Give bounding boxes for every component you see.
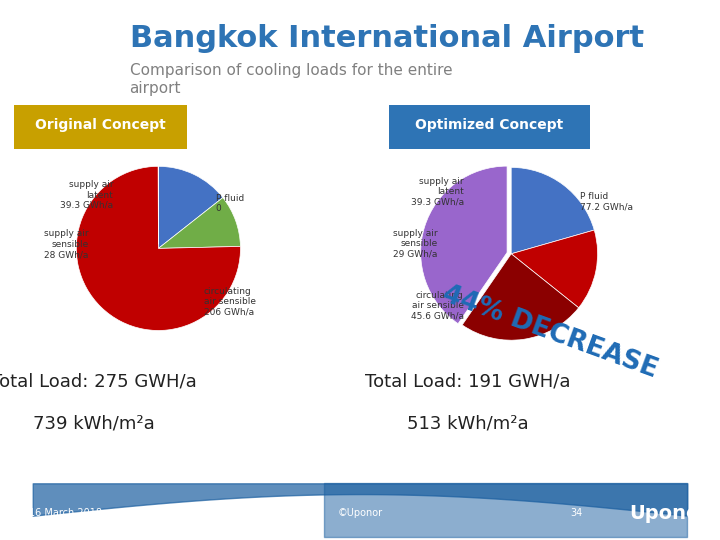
Text: P fluid
77.2 GWh/a: P fluid 77.2 GWh/a [580,192,634,212]
Text: Optimized Concept: Optimized Concept [415,118,564,132]
FancyBboxPatch shape [14,105,187,148]
Wedge shape [511,167,594,254]
Wedge shape [420,166,507,323]
Text: Original Concept: Original Concept [35,118,166,132]
Text: 513 kWh/m²a: 513 kWh/m²a [408,414,528,433]
Text: ©Uponor: ©Uponor [338,508,382,518]
Wedge shape [511,230,598,308]
Text: Total Load: 191 GWH/a: Total Load: 191 GWH/a [365,373,571,391]
Text: supply air
latent
39.3 GWh/a: supply air latent 39.3 GWh/a [60,180,113,210]
Text: 739 kWh/m²a: 739 kWh/m²a [32,414,155,433]
Text: circulating
air sensible
206 GWh/a: circulating air sensible 206 GWh/a [204,287,256,316]
Text: Uponor: Uponor [629,504,710,523]
Text: supply air
latent
39.3 GWh/a: supply air latent 39.3 GWh/a [410,177,464,206]
Wedge shape [158,166,223,248]
FancyBboxPatch shape [389,105,590,148]
Text: Comparison of cooling loads for the entire
airport: Comparison of cooling loads for the enti… [130,63,452,96]
Wedge shape [158,198,240,248]
Text: Bangkok International Airport: Bangkok International Airport [130,24,644,53]
Text: Total Load: 275 GWH/a: Total Load: 275 GWH/a [0,373,197,391]
Text: 34: 34 [570,508,582,518]
Text: supply air
sensible
29 GWh/a: supply air sensible 29 GWh/a [393,228,438,258]
Text: P fluid
0: P fluid 0 [216,193,244,213]
Wedge shape [76,166,240,330]
Text: supply air
sensible
28 GWh/a: supply air sensible 28 GWh/a [44,230,89,259]
Text: circulating
air sensible
45.6 GWh/a: circulating air sensible 45.6 GWh/a [410,291,464,321]
Wedge shape [462,254,579,340]
Text: 44% DECREASE: 44% DECREASE [439,281,661,383]
Text: 16 March 2018: 16 March 2018 [29,508,102,518]
